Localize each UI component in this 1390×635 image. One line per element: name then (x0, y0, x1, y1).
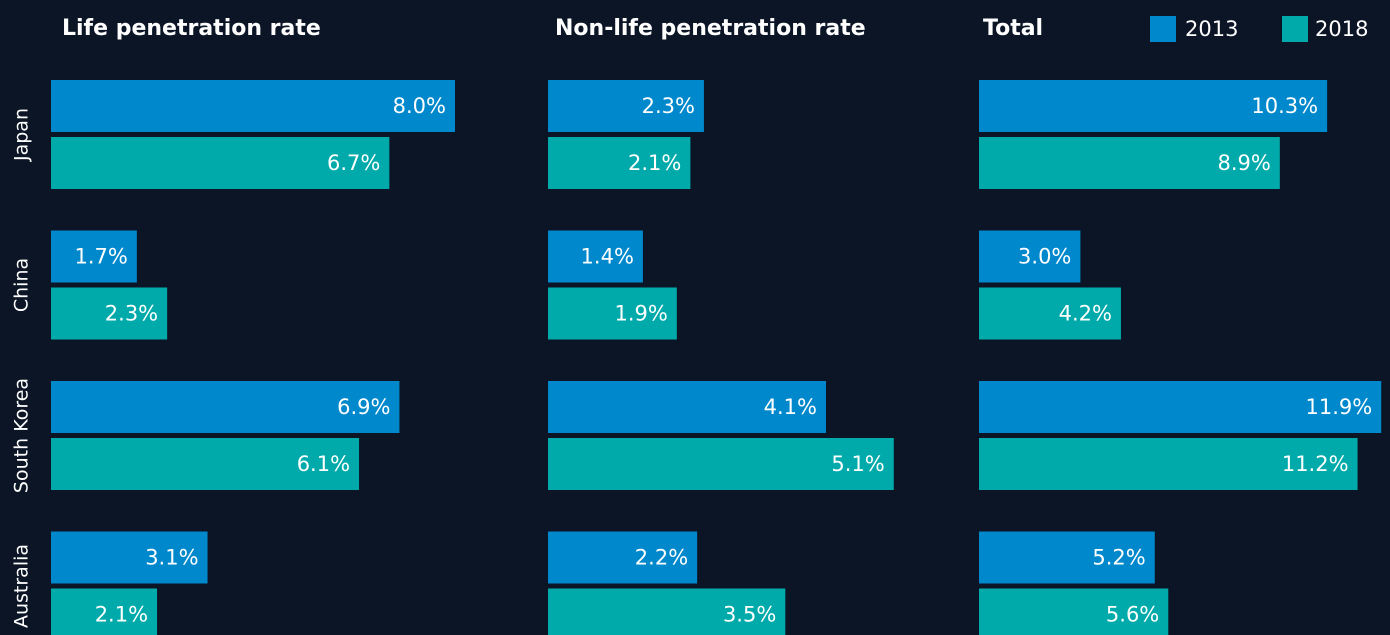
value-label: 6.7% (327, 151, 380, 175)
bar (51, 80, 455, 132)
bar (51, 230, 137, 283)
category-label: Japan (11, 108, 33, 162)
bar (51, 438, 360, 490)
legend-label: 2018 (1315, 17, 1368, 41)
bar (979, 381, 1382, 433)
value-label: 8.9% (1217, 151, 1270, 175)
value-label: 6.1% (297, 452, 350, 476)
bar (51, 137, 390, 189)
bar (548, 137, 691, 189)
bar (979, 80, 1328, 132)
bar (979, 230, 1081, 283)
bar (51, 531, 208, 584)
value-label: 2.3% (642, 94, 695, 118)
bar (548, 230, 643, 283)
panel-title: Non-life penetration rate (555, 16, 866, 41)
value-label: 2.3% (105, 302, 158, 326)
panel-title: Total (983, 16, 1043, 41)
bar (548, 287, 677, 340)
value-label: 2.1% (628, 151, 681, 175)
bar (979, 438, 1358, 490)
category-label: South Korea (11, 378, 33, 493)
value-label: 4.1% (764, 395, 817, 419)
bar (979, 137, 1280, 189)
value-label: 3.0% (1018, 245, 1071, 269)
legend-swatch (1282, 16, 1308, 42)
bar (979, 287, 1121, 340)
panel-title: Life penetration rate (62, 16, 321, 41)
value-label: 3.1% (145, 546, 198, 570)
value-label: 2.2% (635, 546, 688, 570)
value-label: 3.5% (723, 603, 776, 627)
value-label: 5.1% (831, 452, 884, 476)
value-label: 4.2% (1059, 302, 1112, 326)
bar (548, 588, 786, 635)
value-label: 5.6% (1106, 603, 1159, 627)
value-label: 1.4% (581, 245, 634, 269)
bar (548, 438, 894, 490)
bar (548, 80, 704, 132)
value-label: 11.9% (1306, 395, 1373, 419)
value-label: 1.7% (74, 245, 127, 269)
bar (979, 531, 1155, 584)
value-label: 1.9% (614, 302, 667, 326)
bar (51, 588, 158, 635)
bar (548, 531, 698, 584)
value-label: 8.0% (393, 94, 446, 118)
bar (51, 381, 400, 433)
value-label: 10.3% (1251, 94, 1318, 118)
value-label: 2.1% (95, 603, 148, 627)
legend-label: 2013 (1185, 17, 1238, 41)
category-label: China (11, 258, 33, 312)
bar (51, 287, 168, 340)
bar (548, 381, 826, 433)
bar (979, 588, 1169, 635)
category-label: Australia (11, 544, 33, 628)
legend-swatch (1150, 16, 1176, 42)
value-label: 5.2% (1092, 546, 1145, 570)
value-label: 6.9% (337, 395, 390, 419)
value-label: 11.2% (1282, 452, 1349, 476)
